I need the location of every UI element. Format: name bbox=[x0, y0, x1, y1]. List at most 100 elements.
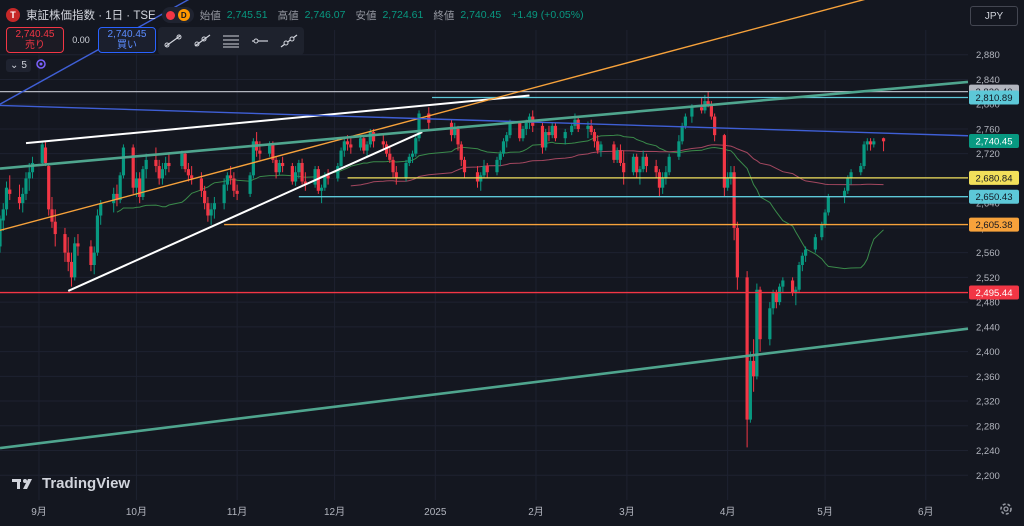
candle-body bbox=[872, 141, 876, 145]
buy-price: 2,740.45 bbox=[107, 29, 147, 40]
trend-line bbox=[0, 0, 866, 232]
horizontal-lines-icon[interactable] bbox=[220, 32, 242, 50]
candle-body bbox=[157, 166, 161, 179]
trend-line-icon[interactable] bbox=[162, 32, 184, 50]
candle-body bbox=[388, 153, 392, 160]
candle-body bbox=[89, 246, 93, 265]
price-tick-label: 2,520 bbox=[976, 273, 1000, 284]
delayed-data-icon: D bbox=[177, 9, 190, 21]
candle-body bbox=[709, 104, 713, 117]
candle-body bbox=[661, 178, 665, 188]
sell-price: 2,740.45 bbox=[15, 29, 55, 40]
market-status[interactable]: D bbox=[161, 7, 194, 23]
price-label-box bbox=[969, 170, 1019, 185]
tradingview-logo-icon bbox=[12, 478, 32, 489]
open-label: 始値 bbox=[199, 9, 221, 22]
market-closed-icon bbox=[165, 10, 175, 20]
time-tick-label: 2025 bbox=[424, 507, 447, 518]
candle-body bbox=[677, 141, 681, 157]
chart-settings-icon[interactable] bbox=[997, 500, 1015, 518]
candle-body bbox=[638, 169, 642, 173]
spread-value: 0.00 bbox=[72, 35, 90, 45]
time-tick-label: 4月 bbox=[720, 506, 736, 518]
price-label-box bbox=[969, 134, 1019, 149]
trend-line bbox=[0, 104, 969, 137]
buy-label: 買い bbox=[117, 40, 137, 51]
trade-panel: 2,740.45 売り 0.00 2,740.45 買い bbox=[6, 27, 156, 53]
trend-line bbox=[67, 131, 423, 292]
candle-body bbox=[183, 153, 187, 170]
price-tick-label: 2,200 bbox=[976, 471, 1000, 482]
candle-body bbox=[846, 178, 850, 191]
candle-body bbox=[95, 215, 100, 253]
candle-body bbox=[63, 234, 67, 253]
ray-icon[interactable] bbox=[191, 32, 213, 50]
candle-body bbox=[706, 101, 710, 105]
indicator-settings-icon[interactable] bbox=[35, 58, 47, 73]
currency-label: JPY bbox=[984, 10, 1004, 22]
candle-body bbox=[758, 289, 762, 340]
candle-body bbox=[43, 147, 48, 163]
symbol-logo[interactable]: T bbox=[6, 8, 20, 22]
candle-body bbox=[495, 159, 499, 173]
candle-body bbox=[112, 193, 116, 204]
candle-body bbox=[141, 169, 145, 197]
candle-body bbox=[859, 166, 863, 173]
candle-body bbox=[524, 122, 528, 129]
chart-header: T 東証株価指数 · 1日 · TSE D 始値 2,745.51 高値 2,746… bbox=[6, 6, 588, 24]
candle-body bbox=[505, 135, 509, 142]
candle-body bbox=[456, 128, 460, 145]
candle-body bbox=[622, 162, 626, 173]
chevron-down-icon: ⌄ bbox=[10, 60, 19, 71]
buy-button[interactable]: 2,740.45 買い bbox=[98, 27, 156, 53]
indicators-toggle[interactable]: ⌄ 5 bbox=[6, 59, 31, 72]
candle-body bbox=[313, 169, 317, 185]
candle-body bbox=[76, 243, 80, 247]
candle-body bbox=[485, 166, 489, 173]
time-tick-label: 6月 bbox=[918, 506, 934, 518]
candle-body bbox=[544, 132, 548, 148]
price-tick-label: 2,240 bbox=[976, 446, 1000, 457]
candle-body bbox=[414, 138, 418, 154]
candle-body bbox=[881, 138, 886, 142]
candle-body bbox=[570, 125, 574, 133]
candle-body bbox=[362, 138, 366, 151]
price-tick-label: 2,840 bbox=[976, 75, 1000, 86]
candle-body bbox=[553, 125, 558, 139]
candle-body bbox=[667, 156, 671, 173]
time-tick-label: 2月 bbox=[528, 506, 544, 518]
indicator-row: ⌄ 5 bbox=[6, 58, 47, 73]
currency-selector[interactable]: JPY bbox=[970, 6, 1018, 26]
candle-body bbox=[203, 190, 207, 204]
price-label-text: 2,810.89 bbox=[976, 93, 1013, 104]
candle-body bbox=[596, 141, 600, 151]
candle-body bbox=[293, 172, 298, 182]
candle-body bbox=[138, 178, 142, 197]
candle-body bbox=[641, 156, 645, 170]
price-tick-label: 2,440 bbox=[976, 322, 1000, 333]
candle-body bbox=[745, 277, 749, 420]
horizontal-ray-icon[interactable] bbox=[249, 32, 271, 50]
candle-body bbox=[342, 141, 346, 151]
tradingview-logo[interactable]: TradingView bbox=[12, 475, 130, 492]
low-label: 安値 bbox=[355, 9, 377, 22]
high-label: 高値 bbox=[277, 9, 299, 22]
candle-body bbox=[319, 187, 324, 191]
candle-body bbox=[722, 135, 726, 188]
trend-line bbox=[0, 0, 190, 105]
candle-body bbox=[358, 138, 363, 148]
candle-body bbox=[462, 159, 467, 173]
candle-body bbox=[50, 209, 54, 222]
candle-body bbox=[1, 209, 5, 221]
candle-body bbox=[316, 169, 320, 191]
candle-body bbox=[453, 128, 457, 136]
sell-button[interactable]: 2,740.45 売り bbox=[6, 27, 64, 53]
candle-body bbox=[17, 196, 22, 204]
candle-body bbox=[842, 190, 847, 197]
price-label-text: 2,650.43 bbox=[976, 192, 1013, 203]
candle-body bbox=[690, 107, 694, 117]
candle-body bbox=[501, 141, 506, 154]
extended-line-icon[interactable] bbox=[278, 32, 300, 50]
symbol-name[interactable]: 東証株価指数 · 1日 · TSE bbox=[26, 10, 156, 22]
